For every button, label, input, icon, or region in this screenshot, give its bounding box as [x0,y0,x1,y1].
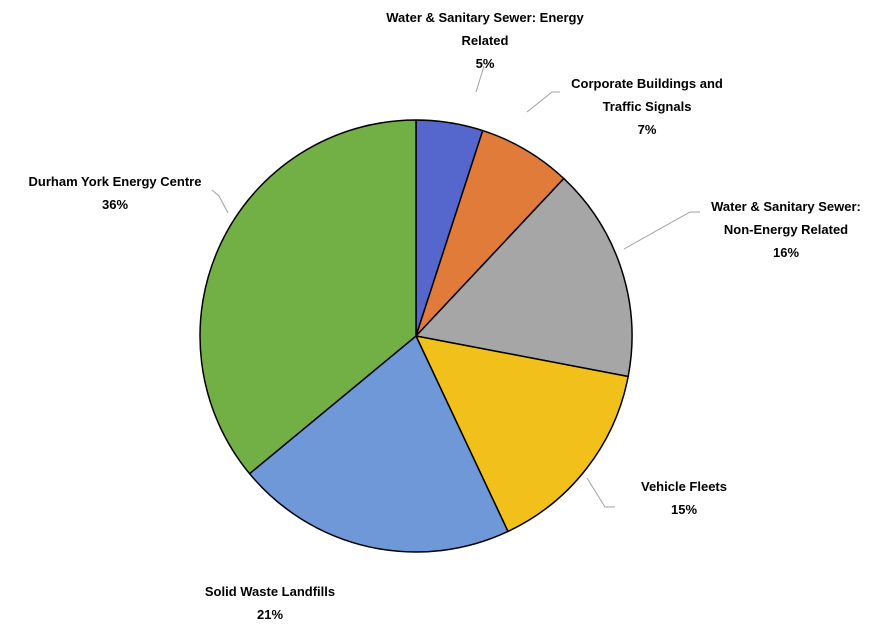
leader-line-vehicle-fleets [586,477,615,508]
slice-label-water-sanitary-sewer-energy-related: Related [462,33,509,48]
leader-line-water-sanitary-sewer-non-energy-related [623,211,700,250]
leader-line-durham-york-energy-centre [211,189,229,214]
slice-label-water-sanitary-sewer-non-energy-related: Non-Energy Related [724,222,848,237]
pie-slice-durham-york-energy-centre [199,119,417,475]
slice-percent-corporate-buildings-and-traffic-signals: 7% [638,122,657,137]
leader-lines [211,65,700,508]
slice-percent-water-sanitary-sewer-non-energy-related: 16% [773,245,799,260]
slice-label-durham-york-energy-centre: Durham York Energy Centre [29,174,202,189]
pie-slice-solid-waste-landfills [248,335,509,553]
pie-slice-vehicle-fleets [415,335,629,533]
slice-label-water-sanitary-sewer-energy-related: Water & Sanitary Sewer: Energy [386,10,584,25]
pie-slice-water-sanitary-sewer-non-energy-related [415,177,633,378]
leader-line-corporate-buildings-and-traffic-signals [526,91,560,113]
slice-percent-water-sanitary-sewer-energy-related: 5% [476,56,495,71]
slice-labels: Water & Sanitary Sewer: Energy Related 5% C… [29,10,861,622]
slice-percent-solid-waste-landfills: 21% [257,607,283,622]
slice-percent-vehicle-fleets: 15% [671,502,697,517]
slice-label-solid-waste-landfills: Solid Waste Landfills [205,584,335,599]
slice-label-corporate-buildings-and-traffic-signals: Corporate Buildings and [571,76,723,91]
pie-slices [199,119,633,553]
slice-label-corporate-buildings-and-traffic-signals: Traffic Signals [603,99,692,114]
slice-percent-durham-york-energy-centre: 36% [102,197,128,212]
slice-label-vehicle-fleets: Vehicle Fleets [641,479,727,494]
slice-label-water-sanitary-sewer-non-energy-related: Water & Sanitary Sewer: [711,199,861,214]
leader-line-water-sanitary-sewer-energy-related [475,65,485,93]
